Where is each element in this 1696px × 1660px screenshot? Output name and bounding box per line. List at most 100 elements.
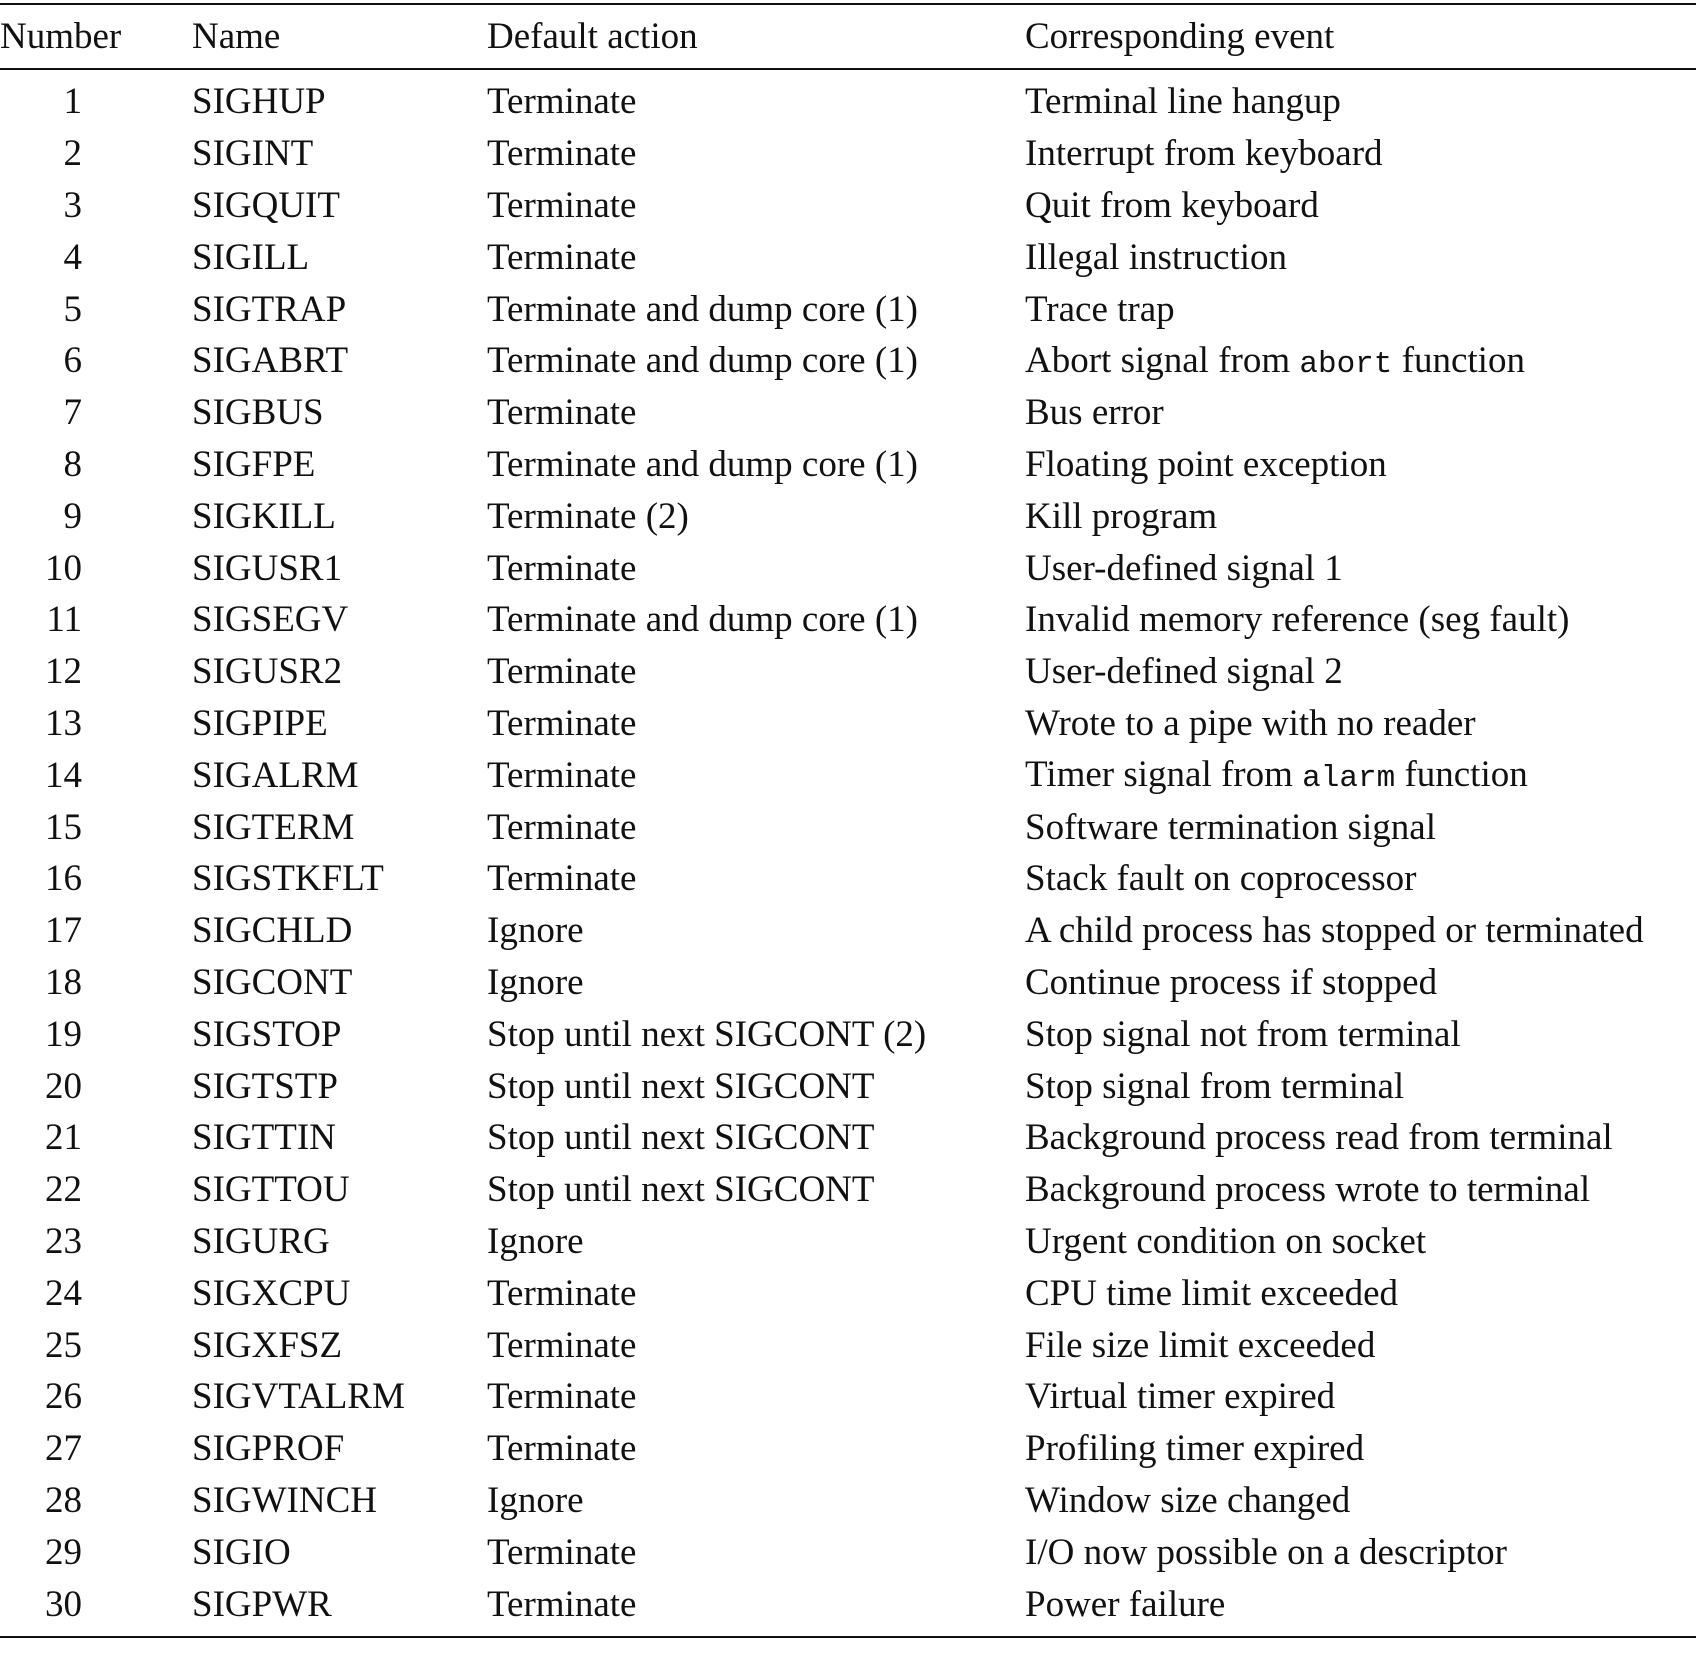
event-code-text: abort — [1299, 346, 1393, 382]
signal-name: SIGSEGV — [192, 599, 349, 641]
default-action: Terminate (2) — [487, 495, 689, 537]
signal-name: SIGXCPU — [192, 1272, 351, 1314]
event-text: User-defined signal 2 — [1025, 651, 1343, 693]
signal-number: 8 — [63, 443, 83, 485]
signal-name: SIGBUS — [192, 392, 324, 434]
signal-number: 13 — [45, 702, 82, 744]
default-action: Terminate — [487, 1272, 637, 1314]
signal-name: SIGTTOU — [192, 1169, 350, 1211]
signal-number: 21 — [45, 1117, 82, 1159]
default-action: Terminate — [487, 133, 637, 175]
table-row: 14 SIGALRM Terminate Timer signal from alar… — [0, 749, 1696, 801]
signal-name: SIGPIPE — [192, 702, 328, 744]
table-row: 11 SIGSEGV Terminate and dump core (1) Inva… — [0, 594, 1696, 646]
event-text: Wrote to a pipe with no reader — [1025, 702, 1476, 744]
signal-number: 5 — [63, 288, 83, 330]
signal-number: 6 — [63, 340, 83, 382]
table-row: 27 SIGPROF Terminate Profiling timer expire… — [0, 1423, 1696, 1475]
signal-name: SIGFPE — [192, 443, 316, 485]
table-row: 10 SIGUSR1 Terminate User-defined signal 1 — [0, 542, 1696, 594]
event-text: Abort signal from — [1025, 339, 1300, 381]
corresponding-event: Continue process if stopped — [1025, 957, 1696, 1009]
default-action: Stop until next SIGCONT (2) — [487, 1013, 927, 1055]
signal-name: SIGCHLD — [192, 910, 353, 952]
default-action: Ignore — [487, 961, 584, 1003]
default-action: Ignore — [487, 1220, 584, 1262]
signal-number: 30 — [45, 1583, 82, 1625]
table-row: 24 SIGXCPU Terminate CPU time limit exceede… — [0, 1267, 1696, 1319]
event-text: Stack fault on coprocessor — [1025, 858, 1417, 900]
corresponding-event: User-defined signal 1 — [1025, 542, 1696, 594]
signal-name: SIGKILL — [192, 495, 336, 537]
table-row: 15 SIGTERM Terminate Software termination s… — [0, 801, 1696, 853]
default-action: Terminate and dump core (1) — [487, 340, 918, 382]
table-row: 12 SIGUSR2 Terminate User-defined signal 2 — [0, 646, 1696, 698]
signal-name: SIGTSTP — [192, 1065, 338, 1107]
event-text: Stop signal not from terminal — [1025, 1013, 1461, 1055]
default-action: Terminate — [487, 236, 637, 278]
default-action: Terminate — [487, 1531, 637, 1573]
default-action: Stop until next SIGCONT — [487, 1169, 875, 1211]
signal-name: SIGILL — [192, 236, 310, 278]
table-row: 6 SIGABRT Terminate and dump core (1) Abort… — [0, 335, 1696, 387]
corresponding-event: Profiling timer expired — [1025, 1423, 1696, 1475]
signal-name: SIGPWR — [192, 1583, 332, 1625]
signal-number: 24 — [45, 1272, 82, 1314]
corresponding-event: A child process has stopped or terminate… — [1025, 905, 1696, 957]
header-name: Name — [192, 16, 281, 57]
table-row: 18 SIGCONT Ignore Continue process if stopp… — [0, 957, 1696, 1009]
event-text: Trace trap — [1025, 288, 1175, 330]
default-action: Terminate — [487, 651, 637, 693]
corresponding-event: Virtual timer expired — [1025, 1371, 1696, 1423]
default-action: Terminate — [487, 858, 637, 900]
signal-number: 25 — [45, 1324, 82, 1366]
default-action: Terminate — [487, 547, 637, 589]
table-row: 21 SIGTTIN Stop until next SIGCONT Backgrou… — [0, 1112, 1696, 1164]
corresponding-event: Software termination signal — [1025, 801, 1696, 853]
signal-name: SIGIO — [192, 1531, 291, 1573]
corresponding-event: Interrupt from keyboard — [1025, 128, 1696, 180]
signal-number: 4 — [63, 236, 83, 278]
default-action: Terminate — [487, 1376, 637, 1418]
header-number: Number — [0, 16, 122, 57]
table-row: 4 SIGILL Terminate Illegal instruction — [0, 231, 1696, 283]
signal-name: SIGWINCH — [192, 1479, 377, 1521]
event-text: Urgent condition on socket — [1025, 1220, 1427, 1262]
signal-name: SIGHUP — [192, 81, 326, 123]
event-text: Interrupt from keyboard — [1025, 133, 1383, 175]
corresponding-event: Stop signal not from terminal — [1025, 1008, 1696, 1060]
signal-number: 10 — [45, 547, 82, 589]
table-body: 1 SIGHUP Terminate Terminal line hangup 2 SIG… — [0, 69, 1696, 1637]
default-action: Terminate — [487, 702, 637, 744]
signal-name: SIGURG — [192, 1220, 330, 1262]
default-action: Terminate and dump core (1) — [487, 599, 918, 641]
signal-name: SIGSTKFLT — [192, 858, 384, 900]
table-row: 29 SIGIO Terminate I/O now possible on a de… — [0, 1526, 1696, 1578]
corresponding-event: Power failure — [1025, 1578, 1696, 1637]
table-row: 25 SIGXFSZ Terminate File size limit exceed… — [0, 1319, 1696, 1371]
corresponding-event: Wrote to a pipe with no reader — [1025, 698, 1696, 750]
corresponding-event: Kill program — [1025, 490, 1696, 542]
event-text: Terminal line hangup — [1025, 81, 1341, 123]
corresponding-event: Stack fault on coprocessor — [1025, 853, 1696, 905]
event-text: File size limit exceeded — [1025, 1324, 1376, 1366]
table-row: 23 SIGURG Ignore Urgent condition on socket — [0, 1216, 1696, 1268]
signal-name: SIGABRT — [192, 340, 349, 382]
event-text: Quit from keyboard — [1025, 184, 1319, 226]
signal-number: 19 — [45, 1013, 82, 1055]
corresponding-event: Quit from keyboard — [1025, 180, 1696, 232]
table-row: 30 SIGPWR Terminate Power failure — [0, 1578, 1696, 1637]
default-action: Terminate and dump core (1) — [487, 288, 918, 330]
signal-name: SIGPROF — [192, 1428, 345, 1470]
default-action: Stop until next SIGCONT — [487, 1065, 875, 1107]
default-action: Terminate — [487, 1428, 637, 1470]
event-text: function — [1392, 339, 1525, 381]
corresponding-event: Illegal instruction — [1025, 231, 1696, 283]
table-row: 22 SIGTTOU Stop until next SIGCONT Backgrou… — [0, 1164, 1696, 1216]
table-row: 26 SIGVTALRM Terminate Virtual timer expire… — [0, 1371, 1696, 1423]
event-text: Virtual timer expired — [1025, 1376, 1336, 1418]
signal-name: SIGTRAP — [192, 288, 347, 330]
signal-number: 11 — [46, 599, 82, 641]
table-row: 3 SIGQUIT Terminate Quit from keyboard — [0, 180, 1696, 232]
event-text: function — [1395, 754, 1528, 796]
